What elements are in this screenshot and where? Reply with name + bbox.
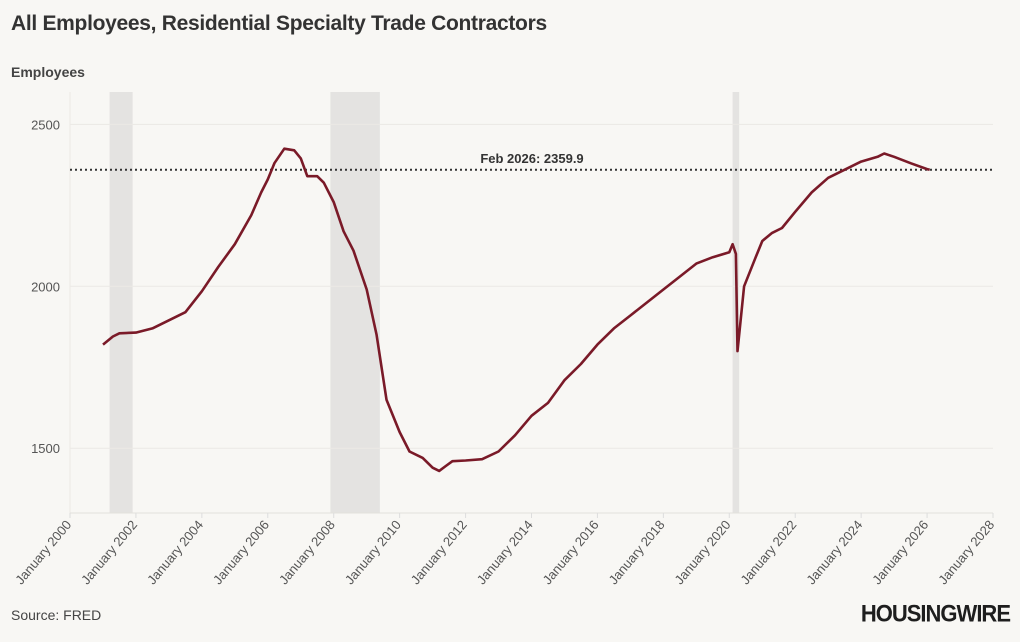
x-tick-label: January 2026 [869, 517, 931, 587]
x-tick-label: January 2020 [671, 517, 733, 587]
x-tick-label: January 2014 [474, 517, 536, 587]
source-note: Source: FRED [11, 607, 102, 623]
recession-band [330, 92, 380, 513]
employees-series-line [102, 147, 931, 473]
x-tick-label: January 2004 [144, 517, 206, 587]
recession-band [109, 92, 133, 513]
x-tick-label: January 2016 [540, 517, 602, 587]
housingwire-logo: HOUSINGWIRE [860, 599, 1011, 628]
x-tick-label: January 2024 [803, 517, 865, 587]
x-tick-label: January 2022 [737, 517, 799, 587]
y-tick-label: 1500 [31, 441, 60, 456]
x-tick-label: January 2010 [342, 517, 404, 587]
x-tick-label: January 2002 [78, 517, 140, 587]
chart-title: All Employees, Residential Specialty Tra… [11, 12, 547, 35]
x-tick-label: January 2018 [606, 517, 668, 587]
x-tick-label: January 2028 [935, 517, 997, 587]
y-axis-label: Employees [11, 64, 85, 80]
x-tick-label: January 2000 [12, 517, 74, 587]
x-tick-label: January 2012 [408, 517, 470, 587]
x-tick-label: January 2008 [276, 517, 338, 587]
x-tick-label: January 2006 [210, 517, 272, 587]
y-tick-label: 2500 [31, 117, 60, 132]
reference-line-label: Feb 2026: 2359.9 [480, 151, 583, 166]
y-tick-label: 2000 [31, 279, 60, 294]
